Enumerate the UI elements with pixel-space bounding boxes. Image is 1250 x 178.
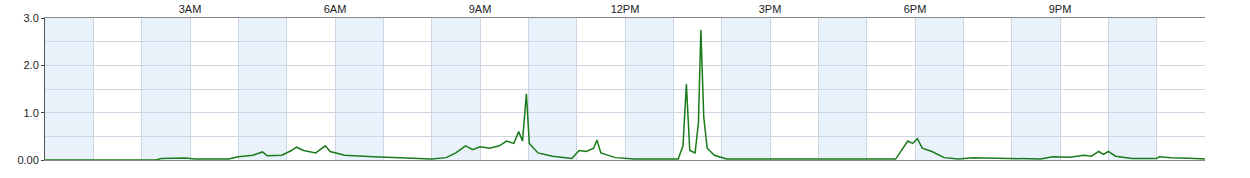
svg-text:9PM: 9PM	[1049, 3, 1072, 15]
svg-text:0.00: 0.00	[17, 154, 38, 166]
svg-text:6PM: 6PM	[904, 3, 927, 15]
svg-text:2.0: 2.0	[24, 59, 39, 71]
svg-text:1.0: 1.0	[24, 107, 39, 119]
svg-text:9AM: 9AM	[469, 3, 492, 15]
svg-text:3.0: 3.0	[24, 12, 39, 24]
svg-text:3AM: 3AM	[179, 3, 202, 15]
svg-text:6AM: 6AM	[324, 3, 347, 15]
svg-text:3PM: 3PM	[759, 3, 782, 15]
svg-text:12PM: 12PM	[611, 3, 640, 15]
